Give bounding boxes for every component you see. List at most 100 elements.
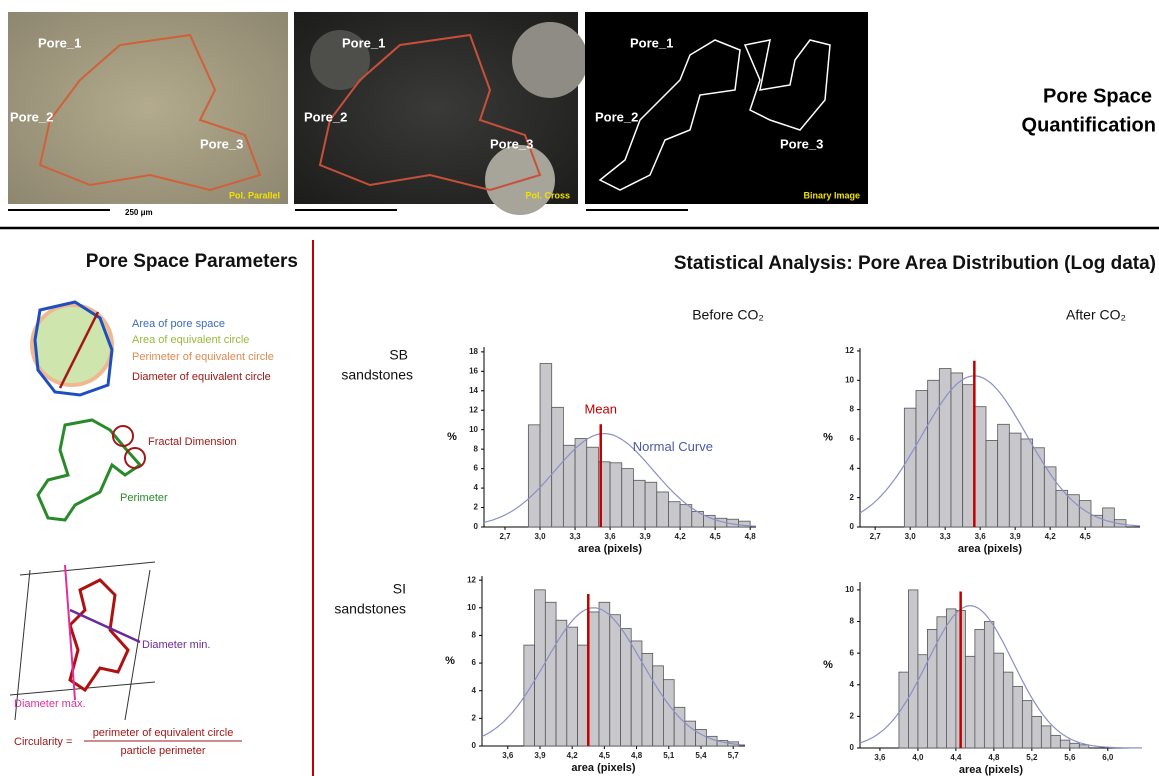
bar [535,590,546,746]
pore-label: Pore_2 [304,109,347,124]
bar [587,447,599,527]
pore-label: Pore_1 [38,35,81,50]
bar [1041,726,1050,748]
x-tick-label: 3,6 [605,532,617,541]
y-tick-label: 12 [467,575,476,584]
y-tick-label: 12 [469,405,478,414]
x-tick-label: 4,2 [1045,532,1057,541]
y-tick-label: 6 [472,658,477,667]
legend-label: Area of equivalent circle [132,334,249,346]
bar [946,609,955,748]
diameter-min-line [70,610,140,642]
legend-label: Perimeter of equivalent circle [132,351,274,363]
pore-label: Pore_3 [200,136,243,151]
bar [908,590,917,748]
y-tick-label: 2 [474,503,479,512]
bar [1056,490,1068,527]
x-tick-label: 4,8 [988,753,1000,762]
y-tick-label: 10 [467,603,476,612]
x-tick-label: 4,5 [599,751,611,760]
y-tick-label: 6 [474,464,479,473]
bar [1003,672,1012,748]
y-tick-label: 2 [850,493,855,502]
x-tick-label: 2,7 [870,532,882,541]
y-tick-label: 0 [472,741,477,750]
y-tick-label: 6 [850,434,855,443]
figure: 250 μm Pore Space Quantification Pore Sp… [0,0,1159,776]
column-header: Before CO₂ [692,307,764,323]
bar [951,373,963,527]
bar [663,680,674,746]
bar [657,492,669,527]
bar [567,627,578,746]
x-tick-label: 3,9 [1010,532,1022,541]
x-tick-label: 3,3 [569,532,581,541]
x-tick-label: 3,6 [975,532,987,541]
y-axis-label: % [447,431,457,443]
bar [1009,433,1021,527]
x-tick-label: 5,7 [728,751,740,760]
annotation: Fractal Dimension [148,436,237,448]
x-tick-label: 4,4 [950,753,962,762]
y-tick-label: 0 [850,522,855,531]
y-axis-label: % [823,659,833,671]
pore-label: Pore_3 [490,136,533,151]
legend-label: Diameter of equivalent circle [132,371,271,383]
bar [1032,716,1041,748]
pore-label: Pore_1 [630,35,673,50]
formula-numerator: perimeter of equivalent circle [93,727,234,739]
bar [927,629,936,748]
bar [668,502,680,527]
row-header: sandstones [341,367,413,383]
bar [528,425,540,527]
annotation: Perimeter [120,492,168,504]
y-tick-label: 2 [850,711,855,720]
image-caption: Pol. Parallel [229,190,280,200]
bar [545,602,556,746]
bar [620,629,631,746]
bar [1079,745,1088,748]
y-tick-label: 10 [469,425,478,434]
bounding-line [20,562,155,575]
bar [998,424,1010,527]
pore-label: Pore_2 [10,109,53,124]
y-axis-label: % [445,655,455,667]
bar [563,445,575,527]
x-tick-label: 3,6 [874,753,886,762]
x-tick-label: 4,5 [710,532,722,541]
x-tick-label: 3,9 [534,751,546,760]
x-tick-label: 5,6 [1064,753,1076,762]
y-tick-label: 6 [850,648,855,657]
bar [575,438,587,527]
scale-label: 250 μm [125,208,153,217]
bar [994,653,1003,748]
y-tick-label: 4 [474,483,479,492]
bar [1021,439,1033,527]
x-tick-label: 2,7 [499,532,511,541]
bar [633,480,645,527]
panel-title: Pore Space Parameters [86,251,298,272]
x-tick-label: 4,8 [631,751,643,760]
bar [599,602,610,746]
bar [642,653,653,746]
annotation: Diameter max. [14,698,86,710]
bar [680,505,692,527]
y-tick-label: 0 [474,522,479,531]
column-header: After CO₂ [1066,307,1126,323]
bar [622,469,634,527]
bar [1103,508,1115,527]
y-axis-label: % [823,431,833,443]
y-tick-label: 18 [469,347,478,356]
bar [1068,495,1080,527]
y-tick-label: 4 [850,680,855,689]
bar [916,391,928,527]
x-axis-label: area (pixels) [958,543,1023,555]
y-tick-label: 12 [845,346,854,355]
image-caption: Pol. Cross [525,190,570,200]
bar [1022,701,1031,748]
bar [578,645,589,746]
x-tick-label: 5,4 [695,751,707,760]
mean-annotation: Mean [584,402,617,417]
bar [937,617,946,748]
bar [588,612,599,746]
